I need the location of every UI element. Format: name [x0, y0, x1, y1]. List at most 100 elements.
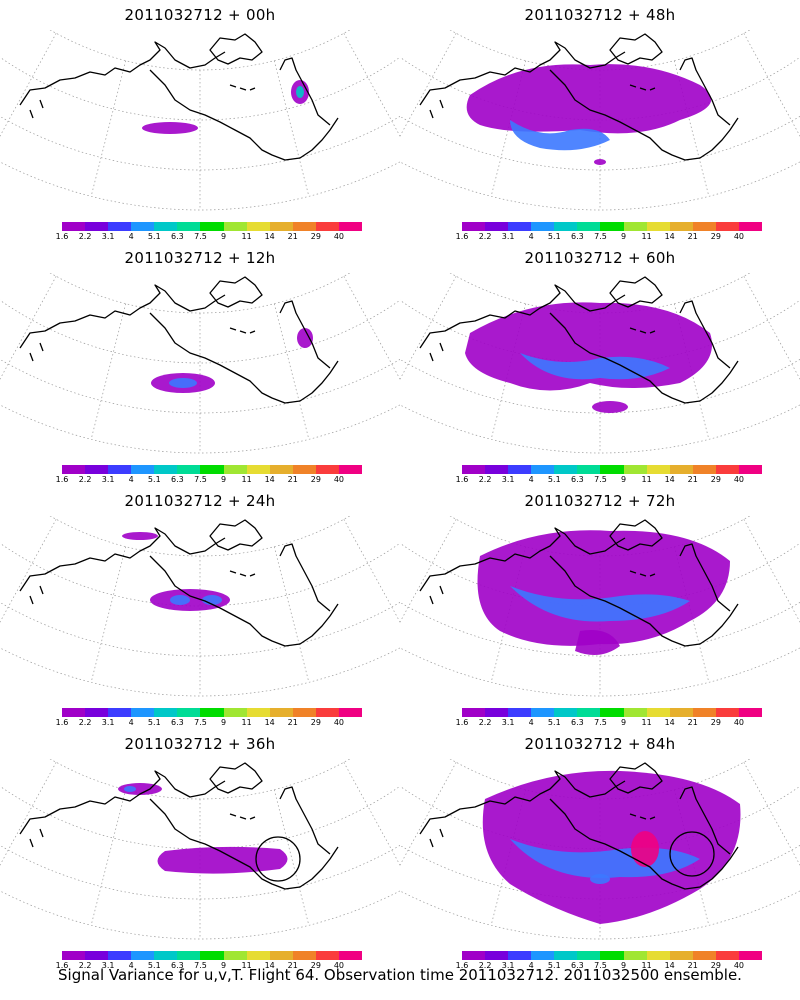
colorbar-swatch — [246, 708, 270, 717]
panel-title: 2011032712 + 00h — [124, 6, 276, 24]
colorbar-tick-label: 2.2 — [478, 475, 492, 484]
forecast-panel: 2011032712 + 84h 1.6 2.2 3.1 4 5.1 6.3 7.5 9 11 14… — [400, 729, 800, 971]
colorbar-swatch — [531, 708, 555, 717]
colorbar-swatch — [200, 708, 224, 717]
colorbar — [62, 465, 363, 474]
colorbar-swatch — [108, 222, 132, 231]
colorbar-swatch — [131, 951, 155, 960]
observation-circle — [255, 836, 301, 882]
colorbar-tick-label: 5.1 — [547, 475, 561, 484]
colorbar-tick-label: 40 — [333, 961, 345, 970]
colorbar-tick-label: 2.2 — [78, 961, 92, 970]
colorbar-swatch — [531, 951, 555, 960]
colorbar-tick-label: 4 — [528, 718, 534, 727]
colorbar-swatch — [292, 951, 316, 960]
colorbar-swatch — [223, 222, 247, 231]
colorbar-swatch — [531, 465, 555, 474]
colorbar-tick-label: 7.5 — [194, 718, 207, 727]
colorbar-labels: 1.6 2.2 3.1 4 5.1 6.3 7.5 9 11 14 21 29 40 — [456, 232, 762, 242]
colorbar-tick-label: 29 — [710, 718, 721, 727]
colorbar-swatch — [485, 222, 509, 231]
colorbar-tick-label: 9 — [220, 475, 227, 484]
colorbar-labels: 1.6 2.2 3.1 4 5.1 6.3 7.5 9 11 14 21 29 40 — [456, 961, 762, 971]
colorbar-tick-label: 40 — [333, 232, 345, 241]
colorbar-tick-label: 3.1 — [501, 475, 515, 484]
colorbar-swatch — [177, 708, 201, 717]
signal-variance-field — [151, 328, 313, 393]
colorbar — [462, 708, 763, 717]
colorbar-tick-label: 4 — [528, 232, 534, 241]
colorbar-tick-label: 3.1 — [501, 718, 515, 727]
colorbar-tick-label: 9 — [220, 961, 227, 970]
colorbar-swatch — [485, 465, 509, 474]
colorbar-tick-label: 9 — [220, 232, 227, 241]
colorbar-tick-label: 40 — [733, 718, 745, 727]
colorbar-tick-label: 3.1 — [101, 961, 115, 970]
colorbar-swatch — [200, 222, 224, 231]
colorbar-tick-label: 1.6 — [455, 232, 469, 241]
colorbar-tick-label: 11 — [641, 232, 652, 241]
colorbar-tick-label: 7.5 — [194, 475, 207, 484]
panel-title: 2011032712 + 60h — [524, 249, 676, 267]
colorbar-swatch — [131, 465, 155, 474]
colorbar-swatch — [131, 222, 155, 231]
colorbar-swatch — [646, 465, 670, 474]
colorbar-tick-label: 2.2 — [478, 718, 492, 727]
colorbar-swatch — [292, 708, 316, 717]
colorbar-tick-label: 9 — [220, 718, 227, 727]
colorbar-tick-label: 11 — [241, 232, 252, 241]
colorbar-swatch — [692, 465, 716, 474]
colorbar-tick-label: 40 — [733, 961, 745, 970]
colorbar-tick-label: 29 — [310, 961, 321, 970]
colorbar-tick-label: 21 — [287, 475, 298, 484]
colorbar-labels: 1.6 2.2 3.1 4 5.1 6.3 7.5 9 11 14 21 29 40 — [56, 961, 362, 971]
signal-variance-field — [477, 530, 730, 655]
colorbar-swatch — [531, 222, 555, 231]
colorbar — [62, 708, 363, 717]
colorbar-tick-label: 3.1 — [501, 232, 515, 241]
map-graticule — [0, 759, 400, 940]
polar-map — [0, 30, 400, 211]
colorbar-tick-label: 1.6 — [55, 961, 69, 970]
colorbar-swatch — [338, 222, 363, 231]
colorbar-swatch — [600, 708, 624, 717]
colorbar-swatch — [646, 951, 670, 960]
colorbar-swatch — [508, 708, 532, 717]
colorbar-tick-label: 21 — [687, 232, 698, 241]
polar-map — [0, 759, 400, 940]
colorbar-tick-label: 9 — [620, 232, 627, 241]
colorbar-tick-label: 6.3 — [171, 718, 184, 727]
colorbar-swatch — [223, 951, 247, 960]
colorbar-tick-label: 6.3 — [571, 232, 584, 241]
colorbar-tick-label: 14 — [264, 718, 275, 727]
colorbar-swatch — [177, 222, 201, 231]
colorbar-swatch — [462, 708, 486, 717]
panel-title: 2011032712 + 84h — [524, 735, 676, 753]
colorbar-tick-label: 29 — [310, 475, 321, 484]
colorbar-swatch — [577, 222, 601, 231]
polar-map — [400, 759, 800, 940]
colorbar — [462, 222, 763, 231]
colorbar-tick-label: 40 — [733, 475, 745, 484]
colorbar-swatch — [738, 708, 763, 717]
coastlines — [419, 276, 739, 404]
signal-variance-field — [466, 64, 712, 165]
colorbar-tick-label: 14 — [264, 961, 275, 970]
colorbar-tick-label: 21 — [687, 961, 698, 970]
colorbar-swatch — [554, 222, 578, 231]
colorbar-tick-label: 5.1 — [147, 961, 161, 970]
colorbar-tick-label: 29 — [710, 475, 721, 484]
colorbar-swatch — [669, 465, 693, 474]
colorbar-swatch — [600, 222, 624, 231]
colorbar-tick-label: 11 — [641, 718, 652, 727]
forecast-panel: 2011032712 + 00h 1.6 2.2 3.1 4 5.1 6.3 7.5 9 11 14… — [0, 0, 400, 241]
colorbar-swatch — [508, 465, 532, 474]
colorbar-swatch — [154, 465, 178, 474]
colorbar-swatch — [131, 708, 155, 717]
colorbar-labels: 1.6 2.2 3.1 4 5.1 6.3 7.5 9 11 14 21 29 40 — [456, 718, 762, 728]
colorbar-swatch — [623, 222, 647, 231]
colorbar-swatch — [62, 708, 86, 717]
colorbar-swatch — [738, 951, 763, 960]
colorbar-swatch — [85, 951, 109, 960]
colorbar-tick-label: 6.3 — [571, 475, 584, 484]
